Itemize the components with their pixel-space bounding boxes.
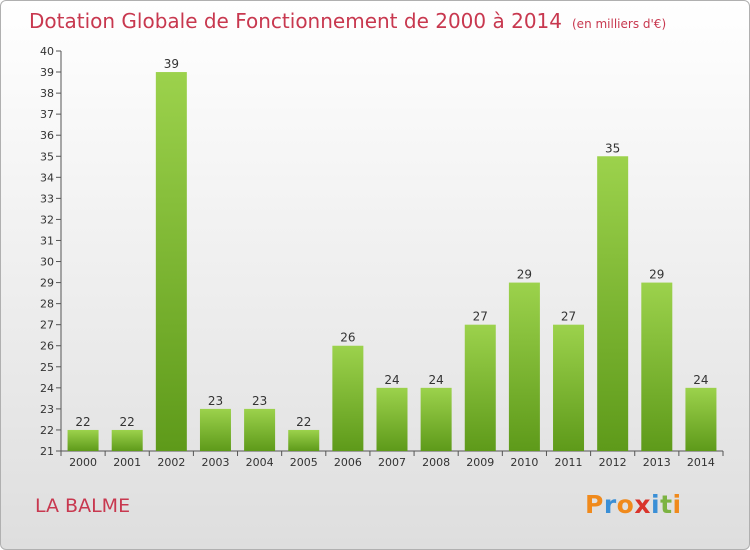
x-tick-label: 2010	[510, 456, 538, 469]
bar-value-label: 24	[693, 373, 708, 387]
logo-letter: i	[672, 490, 682, 519]
logo-letter: o	[616, 490, 635, 519]
x-tick-label: 2012	[599, 456, 627, 469]
y-tick-label: 38	[40, 87, 54, 100]
bar-2007[interactable]	[376, 387, 408, 451]
logo-letter: P	[585, 490, 604, 519]
bar-2012[interactable]	[597, 156, 629, 451]
y-tick-label: 35	[40, 150, 54, 163]
chart-title: Dotation Globale de Fonctionnement de 20…	[29, 9, 666, 33]
y-tick-label: 28	[40, 298, 54, 311]
y-tick-label: 36	[40, 129, 54, 142]
bar-2004[interactable]	[244, 408, 276, 451]
x-tick-label: 2014	[687, 456, 715, 469]
bar-value-label: 23	[252, 394, 267, 408]
x-tick-label: 2002	[157, 456, 185, 469]
x-tick-label: 2005	[290, 456, 318, 469]
y-tick-label: 24	[40, 382, 54, 395]
logo-letter: x	[634, 490, 651, 519]
proxiti-logo[interactable]: Proxiti	[585, 490, 682, 519]
bar-2014[interactable]	[685, 387, 717, 451]
x-axis: 2000 2001 2002 2003 2004 2005 2006 2007 2008 2009…	[60, 450, 724, 469]
x-tick-label: 2001	[113, 456, 141, 469]
bar-value-label: 22	[296, 415, 311, 429]
bar-value-label: 24	[428, 373, 443, 387]
bar-value-label: 23	[208, 394, 223, 408]
bars: 22 22 39 23 23 22 26 24 24 27 29 27 35 29 24	[67, 57, 717, 451]
chart-title-text: Dotation Globale de Fonctionnement de 20…	[29, 9, 562, 33]
bar-2003[interactable]	[199, 408, 231, 451]
x-tick-label: 2009	[466, 456, 494, 469]
y-tick-label: 30	[40, 256, 54, 269]
y-tick-label: 37	[40, 108, 54, 121]
y-tick-label: 25	[40, 361, 54, 374]
bar-2001[interactable]	[111, 429, 143, 451]
logo-letter: i	[651, 490, 661, 519]
x-tick-label: 2011	[555, 456, 583, 469]
logo-letter: t	[660, 490, 673, 519]
bar-value-label: 27	[473, 310, 488, 324]
logo-letter: r	[603, 490, 617, 519]
y-tick-label: 22	[40, 424, 54, 437]
bar-2011[interactable]	[553, 324, 585, 451]
y-tick-label: 34	[40, 171, 54, 184]
bar-value-label: 27	[561, 310, 576, 324]
x-tick-label: 2003	[201, 456, 229, 469]
x-tick-label: 2006	[334, 456, 362, 469]
bar-2005[interactable]	[288, 429, 320, 451]
bar-2000[interactable]	[67, 429, 99, 451]
bar-value-label: 29	[649, 268, 664, 282]
y-axis: 21 22 23 24 25 26 27 28 29 30 31 32 33 34 35 36 37 38 39 40	[40, 45, 62, 458]
y-tick-label: 21	[40, 445, 54, 458]
bar-2002[interactable]	[155, 72, 187, 451]
bar-2013[interactable]	[641, 282, 673, 451]
y-tick-label: 40	[40, 45, 54, 58]
bar-value-label: 39	[164, 57, 179, 71]
y-tick-label: 27	[40, 319, 54, 332]
bar-value-label: 26	[340, 331, 355, 345]
bar-2009[interactable]	[464, 324, 496, 451]
bar-2008[interactable]	[420, 387, 452, 451]
commune-name: LA BALME	[35, 495, 131, 517]
y-tick-label: 39	[40, 66, 54, 79]
chart-subtitle: (en milliers d'€)	[572, 17, 667, 31]
y-tick-label: 29	[40, 277, 54, 290]
bar-value-label: 29	[517, 268, 532, 282]
bar-value-label: 35	[605, 141, 620, 155]
bar-value-label: 22	[120, 415, 135, 429]
y-tick-label: 33	[40, 192, 54, 205]
x-tick-label: 2013	[643, 456, 671, 469]
bar-value-label: 22	[75, 415, 90, 429]
y-tick-label: 31	[40, 234, 54, 247]
bar-value-label: 24	[384, 373, 399, 387]
y-tick-label: 23	[40, 403, 54, 416]
bar-2010[interactable]	[508, 282, 540, 451]
y-tick-label: 32	[40, 213, 54, 226]
bar-2006[interactable]	[332, 345, 364, 451]
x-tick-label: 2004	[246, 456, 274, 469]
x-tick-label: 2007	[378, 456, 406, 469]
x-tick-label: 2008	[422, 456, 450, 469]
y-tick-label: 26	[40, 340, 54, 353]
x-tick-label: 2000	[69, 456, 97, 469]
